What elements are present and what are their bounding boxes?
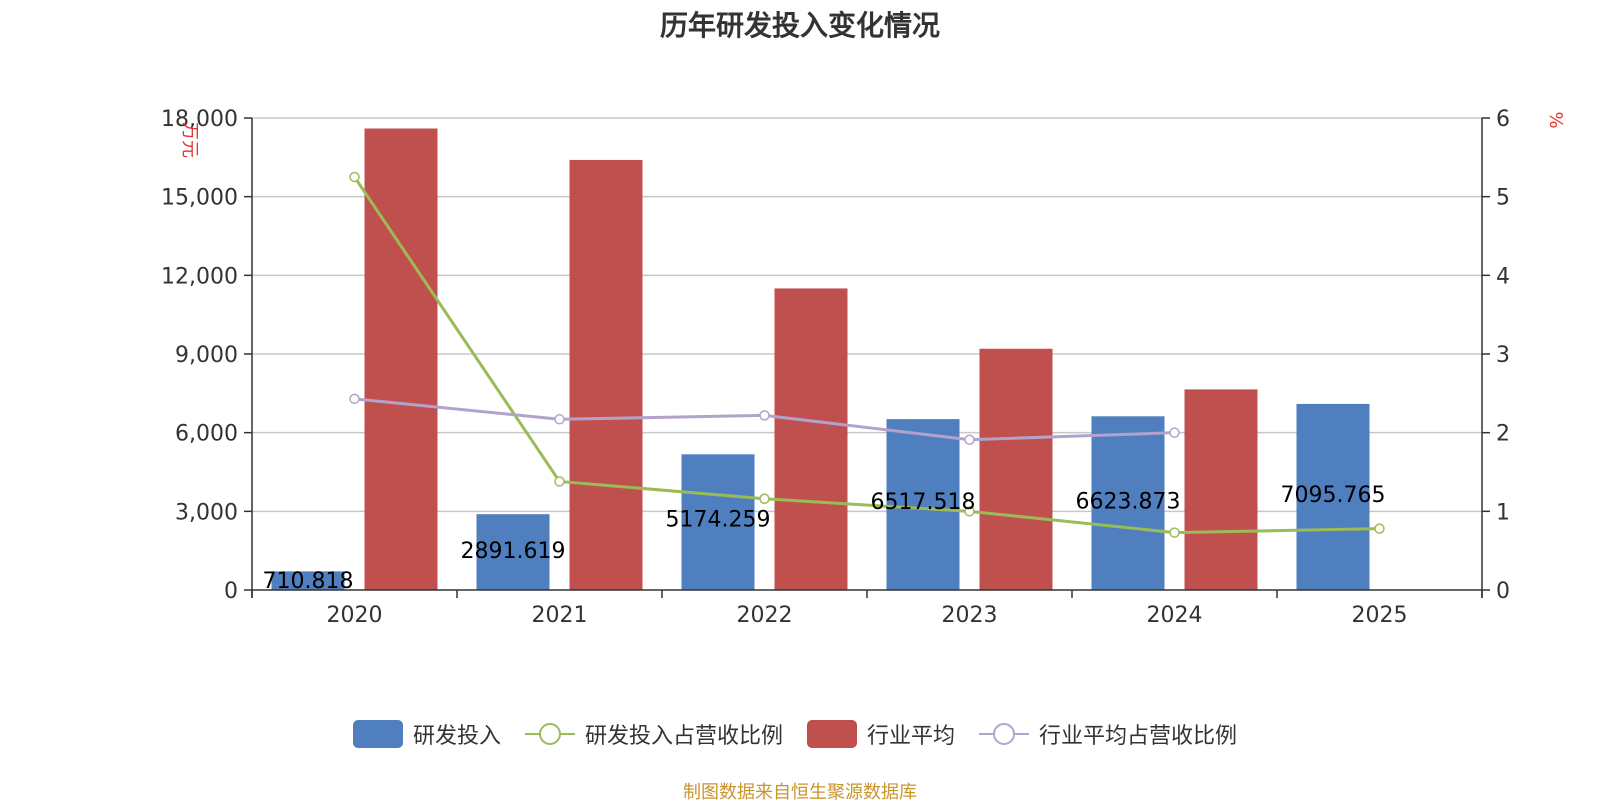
label-layer: 710.818 2891.619 5174.259 6517.518 6623.873 7… [263,483,1386,594]
bar-rd-investment[interactable] [271,571,345,590]
y-right-tick-label: 2 [1496,422,1510,447]
y-right-tick-label: 5 [1496,186,1510,211]
point-rd-ratio[interactable] [554,476,565,487]
bar-data-label: 5174.259 [666,507,771,532]
point-rd-ratio[interactable] [349,171,360,183]
y-left-tick-label: 9,000 [175,343,238,368]
bar-data-label: 710.818 [263,569,354,594]
x-tick-label: 2021 [532,603,588,628]
point-industry-ratio[interactable] [964,434,975,445]
bar-data-label: 2891.619 [461,539,566,564]
bar-layer [271,128,1370,590]
point-rd-ratio[interactable] [964,506,975,517]
legend-swatch-line [524,720,575,748]
line-layer [349,171,1385,538]
bar-rd-investment[interactable] [476,514,550,590]
x-tick-label: 2025 [1352,603,1408,628]
legend-label: 研发投入 [412,724,501,749]
legend-swatch-line [979,720,1030,748]
legend-swatch-bar [352,720,403,748]
y-left-tick-label: 18,000 [161,107,238,132]
grid-layer [252,117,1482,513]
legend-item[interactable]: 研发投入占营收比例 [524,718,793,750]
point-rd-ratio[interactable] [759,493,770,504]
bar-rd-investment[interactable] [1091,416,1165,590]
y-left-unit-label: 万元 [179,122,200,158]
bar-industry-average[interactable] [364,128,438,590]
bar-industry-average[interactable] [1184,389,1258,590]
y-right-unit-label: % [1545,111,1566,128]
point-industry-ratio[interactable] [1169,427,1180,438]
legend-item[interactable]: 行业平均 [807,718,965,750]
y-right-tick-label: 1 [1496,500,1510,525]
point-rd-ratio[interactable] [1374,523,1385,534]
legend-label: 行业平均 [867,724,956,749]
bar-industry-average[interactable] [774,288,848,590]
x-tick-label: 2024 [1147,603,1203,628]
y-left-tick-label: 3,000 [175,500,238,525]
y-right-tick-label: 3 [1496,343,1510,368]
chart-title: 历年研发投入变化情况 [659,9,940,42]
legend-label: 行业平均占营收比例 [1039,724,1238,749]
x-tick-label: 2022 [737,603,793,628]
y-left-tick-label: 12,000 [161,264,238,289]
bar-rd-investment[interactable] [1296,403,1370,590]
y-left-tick-label: 15,000 [161,186,238,211]
bar-data-label: 7095.765 [1281,483,1386,508]
y-right-tick-label: 4 [1496,264,1510,289]
y-left-tick-label: 0 [224,579,238,604]
bar-data-label: 6623.873 [1076,489,1181,514]
bar-industry-average[interactable] [569,159,643,590]
bar-rd-investment[interactable] [681,454,755,590]
legend-item[interactable]: 研发投入 [352,718,511,750]
point-industry-ratio[interactable] [759,410,770,421]
legend-item[interactable]: 行业平均占营收比例 [979,718,1247,750]
point-industry-ratio[interactable] [554,414,565,425]
x-tick-label: 2020 [327,603,383,628]
legend-swatch-bar [807,720,857,748]
axis-layer: 0 0 3,000 1 6,000 2 9,000 3 12,000 4 15,000 5 18,000… [161,107,1510,628]
bar-data-label: 6517.518 [871,490,976,515]
y-left-tick-label: 6,000 [175,422,238,447]
bar-industry-average[interactable] [979,348,1053,590]
y-right-tick-label: 0 [1496,579,1510,604]
line-rd-ratio [353,176,1380,535]
point-industry-ratio[interactable] [349,393,360,405]
y-right-tick-label: 6 [1496,107,1510,132]
point-rd-ratio[interactable] [1169,527,1180,538]
x-tick-label: 2023 [942,603,998,628]
legend: 研发投入 研发投入占营收比例 行业平均 行业平均占营收比例 [0,718,1600,750]
legend-label: 研发投入占营收比例 [584,724,783,749]
source-note: 制图数据来自恒生聚源数据库 [683,782,917,803]
bar-rd-investment[interactable] [886,419,960,590]
